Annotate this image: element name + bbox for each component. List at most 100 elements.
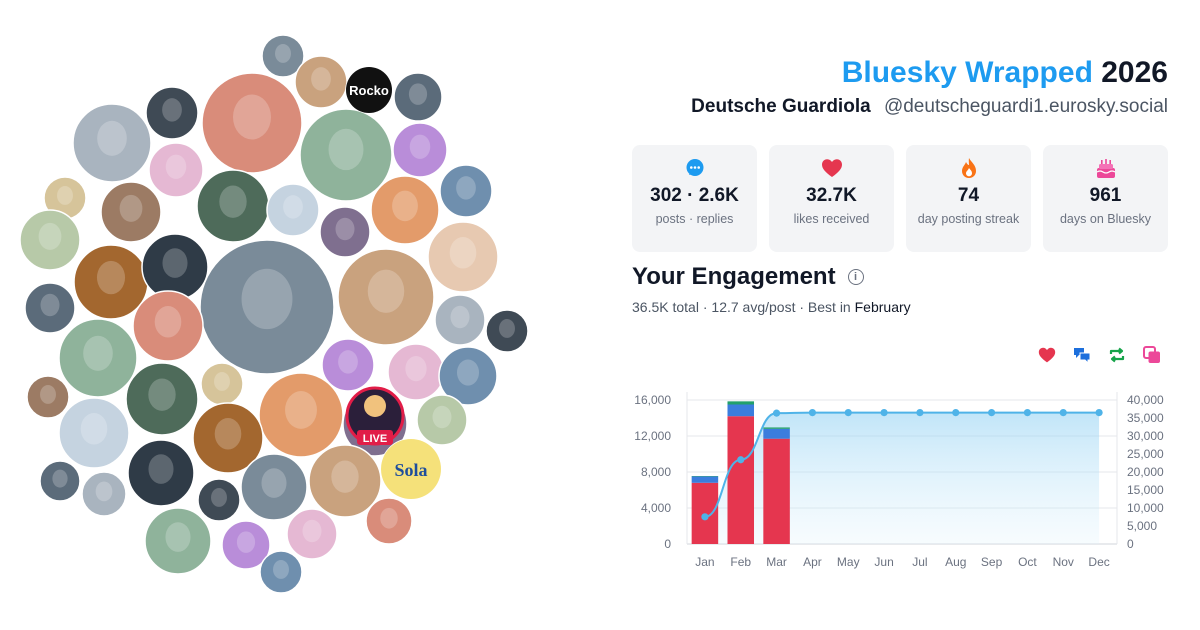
avatar <box>199 239 335 375</box>
avatar <box>286 508 338 560</box>
stats-row: 302 · 2.6K posts · replies 32.7K likes r… <box>632 145 1168 252</box>
cumulative-point <box>952 409 960 417</box>
engagement-title: Your Engagement <box>632 263 836 290</box>
y-tick-right: 20,000 <box>1127 465 1164 479</box>
stat-value: 961 <box>1089 185 1122 206</box>
avatar <box>319 206 371 258</box>
avatar <box>58 397 130 469</box>
engagement-total-label: total <box>672 299 699 315</box>
avatar <box>58 318 138 398</box>
heart-icon <box>1038 347 1056 363</box>
avatar <box>261 34 305 78</box>
avatar <box>337 248 435 346</box>
bar-segment <box>763 428 790 439</box>
cumulative-point <box>772 409 781 417</box>
legend-reposts[interactable] <box>1108 346 1126 364</box>
avatar-sola: Sola <box>381 439 441 499</box>
stat-label: likes received <box>793 212 870 226</box>
cumulative-point <box>1059 409 1067 417</box>
cake-icon <box>1096 159 1115 178</box>
avatar <box>308 444 382 518</box>
avatar-live: LIVE <box>345 386 405 446</box>
x-tick: May <box>837 555 860 569</box>
avatar <box>197 478 241 522</box>
legend-quotes[interactable] <box>1143 346 1161 364</box>
cumulative-area <box>704 412 1100 544</box>
x-tick: Jan <box>695 555 714 569</box>
info-icon[interactable]: i <box>847 269 864 285</box>
bar-segment <box>763 438 790 544</box>
x-tick: Aug <box>945 555 966 569</box>
y-tick-right: 15,000 <box>1127 483 1164 497</box>
x-tick: Jun <box>874 555 893 569</box>
avatar <box>387 343 445 401</box>
brand-title: Bluesky Wrapped <box>841 56 1093 89</box>
avatar <box>427 221 499 293</box>
y-tick-right: 40,000 <box>1127 393 1164 407</box>
avatar <box>240 453 308 521</box>
avatar <box>434 294 486 346</box>
chart-legend <box>1038 346 1161 364</box>
avatar <box>39 460 81 502</box>
avatar <box>221 520 271 570</box>
reply-icon <box>1074 348 1091 364</box>
y-tick-left: 0 <box>664 537 671 551</box>
live-badge <box>357 430 393 445</box>
bar-segment <box>763 427 790 429</box>
legend-likes[interactable] <box>1038 346 1056 364</box>
avatar <box>392 122 448 178</box>
avatar <box>19 209 81 271</box>
x-tick: Sep <box>981 555 1003 569</box>
cumulative-point <box>880 409 888 417</box>
legend-replies[interactable] <box>1073 346 1091 364</box>
engagement-total: 36.5K <box>632 299 669 315</box>
y-tick-right: 30,000 <box>1127 429 1164 443</box>
stat-label: day posting streak <box>917 212 1020 226</box>
x-tick: Dec <box>1088 555 1109 569</box>
stat-label: posts · replies <box>655 212 734 226</box>
quote-icon <box>1143 346 1160 363</box>
display-name: Deutsche Guardiola <box>691 96 871 117</box>
avatar-rocko: Rocko <box>346 67 392 113</box>
avatar <box>127 439 195 507</box>
y-tick-right: 5,000 <box>1127 519 1157 533</box>
bar-segment <box>727 401 755 405</box>
x-tick: Feb <box>730 555 751 569</box>
y-tick-left: 8,000 <box>641 465 671 479</box>
stat-value: 32.7K <box>806 185 857 206</box>
bar-segment <box>727 404 755 417</box>
avatar <box>125 362 199 436</box>
rocko-label: Rocko <box>349 83 389 98</box>
y-tick-left: 16,000 <box>634 393 671 407</box>
avatar <box>26 375 70 419</box>
best-month: February <box>854 299 911 315</box>
stat-days: 961 days on Bluesky <box>1043 145 1168 252</box>
avatar <box>266 183 320 237</box>
x-tick: Apr <box>803 555 822 569</box>
cumulative-point <box>737 456 745 464</box>
speech-bubble-icon <box>686 159 703 176</box>
avatar <box>294 55 348 109</box>
avatar <box>24 282 76 334</box>
y-tick-left: 4,000 <box>641 501 671 515</box>
engagement-chart: 0 4,000 8,000 12,000 16,000 0 5,000 10,000 15,00… <box>634 392 1164 569</box>
live-label: LIVE <box>363 433 387 445</box>
avatar <box>145 86 199 140</box>
avatar <box>299 108 393 202</box>
stat-posts: 302 · 2.6K posts · replies <box>632 145 757 252</box>
bar-segment <box>727 416 755 544</box>
avatar <box>200 362 244 406</box>
avatar <box>201 72 303 174</box>
user-handle[interactable]: @deutscheguardi1.eurosky.social <box>883 96 1168 117</box>
y-tick-right: 10,000 <box>1127 501 1164 515</box>
avatar <box>370 175 440 245</box>
flame-icon <box>961 158 976 178</box>
avatar <box>258 372 344 458</box>
avatar <box>438 346 498 406</box>
bar-segment <box>691 476 719 483</box>
avatar <box>132 290 204 362</box>
avatar <box>365 497 413 545</box>
cumulative-point <box>916 409 924 417</box>
avatar-cloud: Rocko LIVE Sola <box>19 34 529 594</box>
cumulative-point <box>844 409 852 417</box>
